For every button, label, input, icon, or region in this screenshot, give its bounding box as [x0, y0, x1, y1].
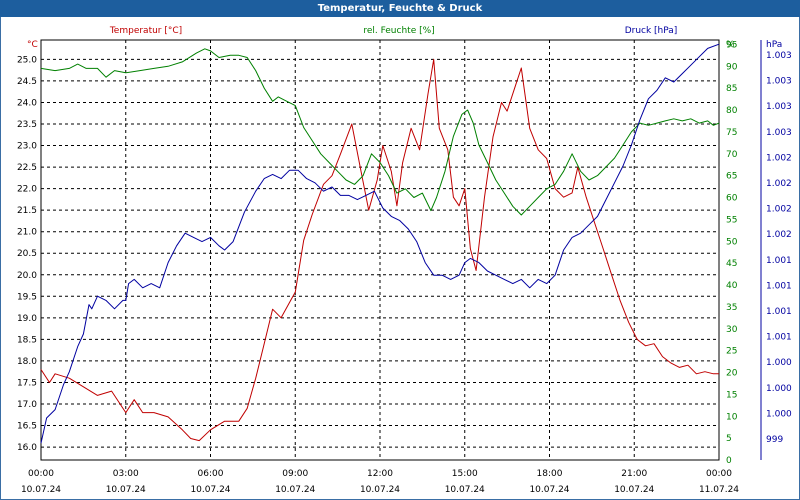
pressure-tick-label: 1.003: [766, 102, 792, 112]
x-time-label: 18:00: [537, 469, 563, 479]
pressure-tick-label: 999: [766, 435, 783, 445]
x-time-label: 03:00: [113, 469, 139, 479]
pressure-tick-label: 1.001: [766, 256, 792, 266]
temperature-line: [40, 58, 719, 442]
pressure-tick-label: 1.001: [766, 281, 792, 291]
pressure-tick-label: 1.003: [766, 51, 792, 61]
x-time-label: 06:00: [198, 469, 224, 479]
x-date-label: 10.07.24: [445, 485, 485, 495]
temperature-tick-label: 24.0: [17, 98, 37, 108]
temperature-tick-label: 16.0: [17, 443, 37, 453]
temperature-tick-label: 22.0: [17, 185, 37, 195]
humidity-tick-label: 15: [726, 390, 737, 400]
x-time-label: 00:00: [706, 469, 732, 479]
pressure-tick-label: 1.001: [766, 333, 792, 343]
humidity-tick-label: 65: [726, 172, 737, 182]
temperature-tick-label: 24.5: [17, 77, 37, 87]
chart-canvas: 16.0 16.5 17.0 17.5 18.0 18.5 19.0 19.5 20.0 20.5…: [17, 26, 792, 495]
temperature-tick-label: 20.5: [17, 249, 37, 259]
x-time-label: 15:00: [452, 469, 478, 479]
x-time-label: 09:00: [282, 469, 308, 479]
pressure-tick-label: 1.003: [766, 128, 792, 138]
temperature-tick-label: 25.0: [17, 55, 37, 65]
temperature-tick-label: 20.0: [17, 271, 37, 281]
humidity-tick-label: 10: [726, 412, 738, 422]
humidity-tick-label: 45: [726, 259, 737, 269]
humidity-tick-label: 20: [726, 369, 738, 379]
pressure-tick-label: 1.002: [766, 230, 792, 240]
humidity-tick-label: 25: [726, 347, 737, 357]
x-date-label: 10.07.24: [275, 485, 315, 495]
legend-series-1: Temperatur [°C]: [109, 26, 182, 36]
temperature-tick-label: 23.5: [17, 120, 37, 130]
temperature-axis-unit: °C: [27, 40, 38, 50]
pressure-tick-label: 1.000: [766, 384, 792, 394]
x-date-label: 10.07.24: [190, 485, 230, 495]
x-time-label: 00:00: [28, 469, 54, 479]
temperature-tick-label: 21.0: [17, 228, 37, 238]
humidity-tick-label: 35: [726, 303, 737, 313]
humidity-line: [40, 48, 720, 216]
window-title-bar: Temperatur, Feuchte & Druck: [0, 0, 800, 17]
humidity-tick-label: 75: [726, 128, 737, 138]
temperature-tick-label: 19.5: [17, 292, 37, 302]
x-date-label: 10.07.24: [614, 485, 654, 495]
temperature-tick-label: 22.5: [17, 163, 37, 173]
humidity-tick-label: 95: [726, 40, 737, 50]
humidity-tick-label: 30: [726, 325, 738, 335]
temperature-tick-label: 17.5: [17, 378, 37, 388]
pressure-tick-label: 1.003: [766, 77, 792, 87]
temperature-tick-label: 19.0: [17, 314, 37, 324]
temperature-tick-label: 17.0: [17, 400, 37, 410]
x-date-label: 10.07.24: [529, 485, 569, 495]
temperature-tick-label: 16.5: [17, 422, 37, 432]
humidity-tick-label: 55: [726, 215, 737, 225]
pressure-tick-label: 1.002: [766, 153, 792, 163]
pressure-tick-label: 1.000: [766, 358, 792, 368]
temperature-tick-label: 21.5: [17, 206, 37, 216]
temperature-tick-label: 23.0: [17, 142, 37, 152]
pressure-tick-label: 1.001: [766, 307, 792, 317]
x-time-label: 12:00: [367, 469, 393, 479]
x-date-label: 11.07.24: [699, 485, 739, 495]
x-date-label: 10.07.24: [106, 485, 146, 495]
humidity-tick-label: 40: [726, 281, 738, 291]
humidity-tick-label: 80: [726, 106, 738, 116]
humidity-tick-label: 90: [726, 62, 738, 72]
humidity-tick-label: 50: [726, 237, 738, 247]
humidity-tick-label: 60: [726, 194, 738, 204]
x-time-label: 21:00: [621, 469, 647, 479]
temperature-tick-label: 18.5: [17, 335, 37, 345]
plot-border: [40, 39, 720, 461]
pressure-axis-unit: hPa: [766, 40, 782, 50]
chart-frame: 16.0 16.5 17.0 17.5 18.0 18.5 19.0 19.5 20.0 20.5…: [0, 17, 800, 500]
legend-series-3: Druck [hPa]: [625, 26, 678, 36]
pressure-tick-label: 1.002: [766, 205, 792, 215]
x-date-label: 10.07.24: [21, 485, 61, 495]
window-title: Temperatur, Feuchte & Druck: [317, 3, 483, 14]
pressure-tick-label: 1.000: [766, 409, 792, 419]
humidity-tick-label: 70: [726, 150, 738, 160]
x-date-label: 10.07.24: [360, 485, 400, 495]
temperature-tick-label: 18.0: [17, 357, 37, 367]
legend-series-2: rel. Feuchte [%]: [363, 26, 434, 36]
pressure-line: [40, 43, 720, 444]
humidity-axis-unit: %: [726, 40, 735, 50]
pressure-tick-label: 1.002: [766, 179, 792, 189]
humidity-tick-label: 0: [726, 456, 732, 466]
humidity-tick-label: 5: [726, 434, 732, 444]
humidity-tick-label: 85: [726, 84, 737, 94]
